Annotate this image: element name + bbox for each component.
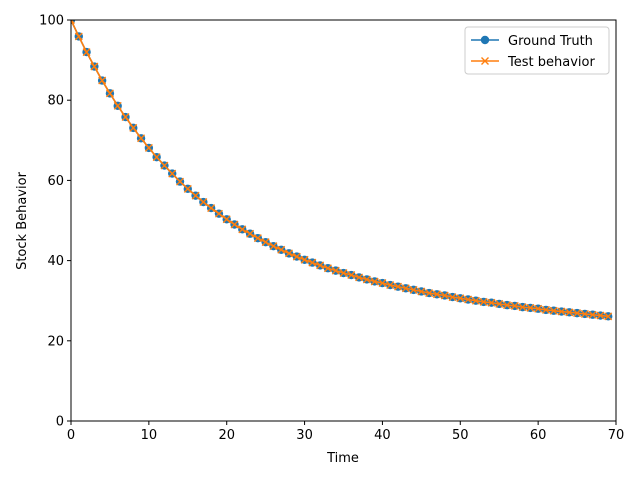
series-2-point xyxy=(557,307,566,316)
series-2-point xyxy=(308,258,317,267)
series-2-point xyxy=(386,281,395,290)
series-2-point xyxy=(82,48,91,57)
series-2-point xyxy=(277,245,286,254)
series-2-point xyxy=(129,123,138,132)
series-2-point xyxy=(588,310,597,319)
series-2-point xyxy=(510,301,519,310)
y-axis-label: Stock Behavior xyxy=(15,171,30,269)
series-2-point xyxy=(487,298,496,307)
series-2-point xyxy=(464,295,473,304)
series-2-point xyxy=(331,266,340,275)
y-tick-label: 0 xyxy=(56,415,64,430)
y-tick-label: 40 xyxy=(47,254,64,269)
legend-entry: Test behavior xyxy=(507,55,595,70)
x-tick-label: 30 xyxy=(296,428,313,443)
series-2-point xyxy=(222,215,231,224)
x-tick-label: 20 xyxy=(218,428,235,443)
series-2-point xyxy=(121,113,130,122)
series-2-point xyxy=(541,305,550,314)
legend-box xyxy=(464,26,610,75)
series-2-point xyxy=(261,238,270,247)
series-2-point xyxy=(292,252,301,261)
series-2-point xyxy=(534,304,543,313)
series-2-point xyxy=(479,297,488,306)
legend-marker xyxy=(481,57,489,65)
series-2-point xyxy=(113,101,122,110)
series-2-point xyxy=(432,290,441,299)
series-2-point xyxy=(285,249,293,258)
series-2-point xyxy=(549,306,558,315)
series-2-point xyxy=(144,143,153,152)
series-2-point xyxy=(596,311,605,320)
axes xyxy=(67,19,617,425)
y-tick-label: 60 xyxy=(47,174,64,189)
series-2-point xyxy=(456,294,465,303)
series-2-point xyxy=(518,303,527,312)
series-2-point xyxy=(378,279,387,288)
x-tick-label: 0 xyxy=(67,428,75,443)
x-tick-label: 60 xyxy=(530,428,547,443)
series-2-point xyxy=(137,134,146,143)
series-2-point xyxy=(207,204,216,213)
series-2-point xyxy=(183,184,192,193)
y-tick-label: 20 xyxy=(47,334,64,349)
series-2-point xyxy=(425,289,434,298)
series-line-2 xyxy=(71,20,609,318)
series-2-point xyxy=(448,293,457,302)
x-tick-label: 40 xyxy=(374,428,391,443)
x-axis-label: Time xyxy=(326,451,359,466)
x-tick-label: 70 xyxy=(608,428,625,443)
series-2-point xyxy=(370,277,379,286)
legend-entry: Ground Truth xyxy=(508,34,593,49)
series-2-point xyxy=(214,209,223,218)
series-2-point xyxy=(152,153,161,162)
series-2-point xyxy=(98,76,107,85)
series-2-point xyxy=(573,309,582,318)
series-2-point xyxy=(168,169,177,178)
x-tick-label: 50 xyxy=(452,428,469,443)
legend: Ground Truth Test behavior xyxy=(464,26,610,75)
series-2-point xyxy=(105,89,114,98)
series-2-point xyxy=(347,271,356,280)
series-2-point xyxy=(323,264,332,273)
series-2-point xyxy=(355,273,364,282)
series-2-point xyxy=(90,62,99,71)
series-2-point xyxy=(176,177,184,186)
series-2-point xyxy=(300,255,309,264)
series-2-point xyxy=(74,32,83,41)
series-2-point xyxy=(604,312,613,321)
series-2-point xyxy=(199,198,208,207)
series-2-point xyxy=(253,234,262,243)
series-2-point xyxy=(230,220,239,229)
series-2-point xyxy=(362,275,371,284)
series-2-point xyxy=(394,282,402,291)
series-2-point xyxy=(440,291,449,300)
series-2-point xyxy=(246,229,255,238)
series-2-point xyxy=(401,284,410,293)
series-2-point xyxy=(71,20,75,24)
series-2-point xyxy=(316,261,325,270)
tick-labels: 0 10 20 30 40 50 60 70 0 20 40 60 80 100 xyxy=(39,14,624,444)
series-2-point xyxy=(495,299,504,308)
series-2-point xyxy=(503,301,511,310)
series-2-point xyxy=(238,225,247,234)
series-2-point xyxy=(526,303,535,312)
y-tick-label: 80 xyxy=(47,94,64,109)
series-2-point xyxy=(269,242,278,251)
plot-frame xyxy=(70,19,617,422)
x-tick-label: 10 xyxy=(141,428,158,443)
series-2-point xyxy=(580,309,589,318)
series-2-point xyxy=(339,269,348,278)
series-2-point xyxy=(160,161,169,170)
series-2-point xyxy=(417,287,426,296)
legend-marker xyxy=(480,35,490,45)
series-2-point xyxy=(191,191,200,200)
series-2-point xyxy=(471,296,480,305)
series-2-point xyxy=(565,308,574,317)
y-tick-label: 100 xyxy=(39,14,64,29)
series-2-point xyxy=(409,285,418,294)
plot-area xyxy=(71,20,613,321)
